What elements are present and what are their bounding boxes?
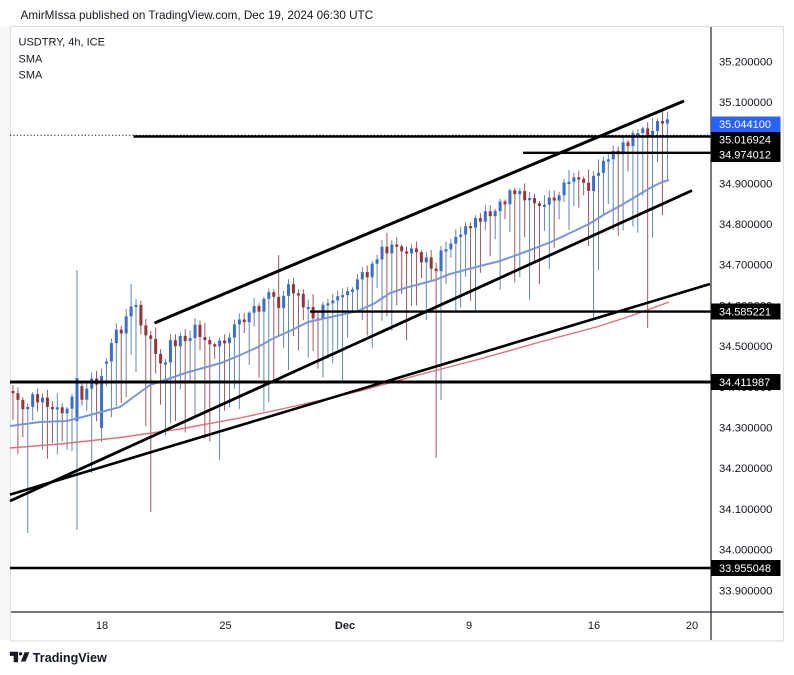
svg-text:35.100000: 35.100000	[719, 97, 772, 109]
svg-text:34.500000: 34.500000	[719, 341, 772, 353]
svg-text:34.974012: 34.974012	[719, 149, 771, 161]
svg-text:35.044100: 35.044100	[719, 119, 771, 131]
svg-text:TradingView: TradingView	[33, 651, 107, 665]
svg-text:20: 20	[686, 620, 698, 632]
svg-text:34.000000: 34.000000	[719, 544, 772, 556]
svg-text:33.900000: 33.900000	[719, 585, 772, 597]
svg-text:34.300000: 34.300000	[719, 422, 772, 434]
svg-text:35.200000: 35.200000	[719, 56, 772, 68]
svg-text:16: 16	[588, 620, 600, 632]
svg-text:34.700000: 34.700000	[719, 259, 772, 271]
svg-text:34.900000: 34.900000	[719, 178, 772, 190]
svg-text:USDTRY, 4h, ICE: USDTRY, 4h, ICE	[19, 37, 105, 49]
svg-text:Dec: Dec	[335, 620, 355, 632]
svg-text:34.411987: 34.411987	[719, 377, 770, 389]
svg-text:34.100000: 34.100000	[719, 504, 772, 516]
svg-text:18: 18	[96, 620, 108, 632]
svg-text:33.955048: 33.955048	[719, 563, 771, 575]
svg-text:9: 9	[466, 620, 472, 632]
svg-text:35.016924: 35.016924	[719, 134, 771, 146]
svg-text:25: 25	[219, 620, 231, 632]
svg-text:34.200000: 34.200000	[719, 463, 772, 475]
svg-text:SMA: SMA	[19, 53, 44, 65]
svg-text:SMA: SMA	[19, 69, 44, 81]
svg-text:AmirMIssa published on Trading: AmirMIssa published on TradingView.com, …	[21, 9, 374, 22]
svg-text:34.585221: 34.585221	[719, 306, 771, 318]
svg-text:34.800000: 34.800000	[719, 219, 772, 231]
